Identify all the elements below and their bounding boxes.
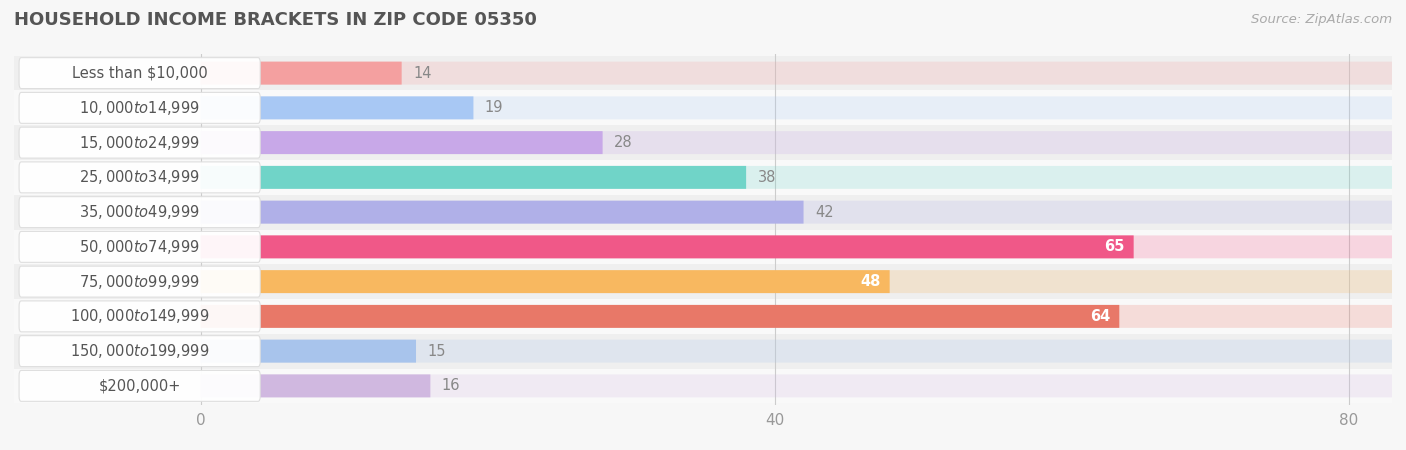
- FancyBboxPatch shape: [201, 131, 603, 154]
- Text: $10,000 to $14,999: $10,000 to $14,999: [79, 99, 200, 117]
- FancyBboxPatch shape: [14, 369, 1392, 403]
- FancyBboxPatch shape: [201, 166, 747, 189]
- FancyBboxPatch shape: [201, 305, 1119, 328]
- Text: $200,000+: $200,000+: [98, 378, 181, 393]
- FancyBboxPatch shape: [20, 197, 260, 228]
- FancyBboxPatch shape: [201, 374, 430, 397]
- FancyBboxPatch shape: [20, 162, 260, 193]
- Text: $100,000 to $149,999: $100,000 to $149,999: [70, 307, 209, 325]
- Text: 42: 42: [815, 205, 834, 220]
- FancyBboxPatch shape: [14, 299, 1392, 334]
- Text: $150,000 to $199,999: $150,000 to $199,999: [70, 342, 209, 360]
- FancyBboxPatch shape: [14, 56, 1392, 90]
- Text: $75,000 to $99,999: $75,000 to $99,999: [79, 273, 200, 291]
- FancyBboxPatch shape: [20, 92, 260, 123]
- FancyBboxPatch shape: [201, 270, 1392, 293]
- Text: 28: 28: [614, 135, 633, 150]
- FancyBboxPatch shape: [20, 127, 260, 158]
- FancyBboxPatch shape: [14, 264, 1392, 299]
- Text: 65: 65: [1105, 239, 1125, 254]
- Text: Less than $10,000: Less than $10,000: [72, 66, 208, 81]
- FancyBboxPatch shape: [14, 90, 1392, 125]
- FancyBboxPatch shape: [201, 235, 1133, 258]
- Text: $25,000 to $34,999: $25,000 to $34,999: [79, 168, 200, 186]
- FancyBboxPatch shape: [14, 125, 1392, 160]
- Text: $35,000 to $49,999: $35,000 to $49,999: [79, 203, 200, 221]
- FancyBboxPatch shape: [201, 340, 416, 363]
- FancyBboxPatch shape: [20, 266, 260, 297]
- Text: 15: 15: [427, 344, 446, 359]
- FancyBboxPatch shape: [201, 131, 1392, 154]
- FancyBboxPatch shape: [201, 235, 1392, 258]
- Text: $15,000 to $24,999: $15,000 to $24,999: [79, 134, 200, 152]
- FancyBboxPatch shape: [20, 336, 260, 367]
- Text: HOUSEHOLD INCOME BRACKETS IN ZIP CODE 05350: HOUSEHOLD INCOME BRACKETS IN ZIP CODE 05…: [14, 11, 537, 29]
- FancyBboxPatch shape: [201, 201, 804, 224]
- Text: Source: ZipAtlas.com: Source: ZipAtlas.com: [1251, 14, 1392, 27]
- FancyBboxPatch shape: [201, 96, 474, 119]
- FancyBboxPatch shape: [201, 96, 1392, 119]
- FancyBboxPatch shape: [201, 62, 402, 85]
- Text: 14: 14: [413, 66, 432, 81]
- Text: 19: 19: [485, 100, 503, 115]
- Text: 64: 64: [1091, 309, 1111, 324]
- FancyBboxPatch shape: [201, 305, 1392, 328]
- FancyBboxPatch shape: [20, 231, 260, 262]
- FancyBboxPatch shape: [14, 334, 1392, 369]
- FancyBboxPatch shape: [201, 374, 1392, 397]
- FancyBboxPatch shape: [201, 166, 1392, 189]
- FancyBboxPatch shape: [20, 58, 260, 89]
- Text: 16: 16: [441, 378, 460, 393]
- Text: 38: 38: [758, 170, 776, 185]
- FancyBboxPatch shape: [201, 270, 890, 293]
- FancyBboxPatch shape: [14, 195, 1392, 230]
- FancyBboxPatch shape: [201, 201, 1392, 224]
- FancyBboxPatch shape: [14, 160, 1392, 195]
- FancyBboxPatch shape: [201, 340, 1392, 363]
- Text: 48: 48: [860, 274, 882, 289]
- FancyBboxPatch shape: [201, 62, 1392, 85]
- FancyBboxPatch shape: [20, 370, 260, 401]
- Text: $50,000 to $74,999: $50,000 to $74,999: [79, 238, 200, 256]
- FancyBboxPatch shape: [20, 301, 260, 332]
- FancyBboxPatch shape: [14, 230, 1392, 264]
